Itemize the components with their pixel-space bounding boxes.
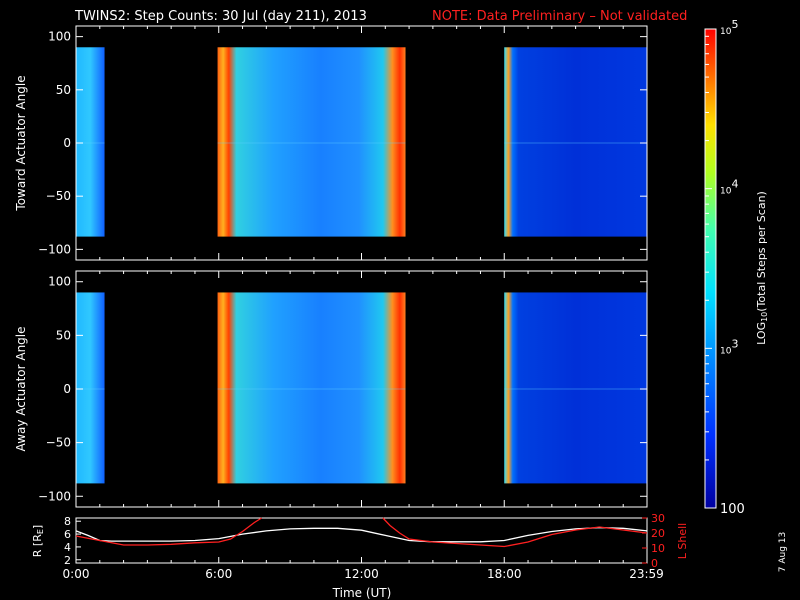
ytick-label-right: 0 [651,557,658,570]
colorbar-ticks: 100 103 104 105 [705,18,745,517]
ytick-label: −50 [46,436,71,450]
xtick-label: 18:00 [487,567,522,581]
lshell-line-a [75,517,262,546]
ytick-label: 100 [48,30,71,44]
lshell-line-b [382,517,648,548]
colorbar-tick-label: 100 [720,502,745,517]
xtick-label: 6:00 [205,567,232,581]
ytick-label-right: 30 [651,512,665,525]
colorbar-tick-label: 105 [720,18,738,37]
heatmap-segment-1 [76,292,105,484]
orbit-ylabel-left: R [RE] [31,525,45,557]
panel-toward-ylabel: Toward Actuator Angle [14,75,28,211]
panel-away-yticks: 100 50 0 −50 −100 [38,271,648,507]
ytick-label: 0 [63,382,71,396]
panel-orbit-lines [75,517,648,548]
ytick-label-left: 4 [64,541,71,554]
ytick-label: 0 [63,136,71,150]
ytick-label-left: 8 [64,515,71,528]
panel-orbit-xticks: 0:00 6:00 12:00 18:00 23:59 [63,557,664,581]
chart-title: TWINS2: Step Counts: 30 Jul (day 211), 2… [74,9,367,24]
date-stamp: 7 Aug 13 [778,532,788,572]
colorbar-tick-label: 104 [720,178,738,197]
ytick-label: 100 [48,275,71,289]
panel-away-data [76,292,647,484]
panel-toward-data [76,47,647,237]
chart-note: NOTE: Data Preliminary – Not validated [432,9,687,24]
r-line [75,526,648,543]
colorbar: 100 103 104 105 LOG10(Total Steps per Scan) [704,18,769,517]
colorbar-label: LOG10(Total Steps per Scan) [755,191,769,345]
ytick-label-right: 20 [651,527,665,540]
ytick-label: 50 [56,83,71,97]
orbit-xlabel: Time (UT) [332,586,392,600]
colorbar-gradient [704,28,717,509]
panel-toward: 100 50 0 −50 −100 Toward Actuator Angle [14,25,648,261]
heatmap-segment-2 [217,47,406,237]
panel-away-ylabel: Away Actuator Angle [14,326,28,451]
panel-away: 100 50 0 −50 −100 Away Actuator Angle [14,270,648,508]
ytick-label: −50 [46,189,71,203]
heatmap-segment-1 [76,47,105,237]
heatmap-segment-2 [217,292,406,484]
colorbar-tick-label: 103 [720,337,738,356]
xtick-label: 12:00 [344,567,379,581]
ytick-label-right: 10 [651,542,665,555]
ytick-label: 50 [56,328,71,342]
ytick-label: −100 [38,242,71,256]
xtick-label: 0:00 [63,567,90,581]
orbit-ylabel-right: L Shell [676,523,689,559]
xtick-label: 23:59 [629,567,664,581]
panel-orbit-yticks-right: 30 20 10 0 [642,512,665,570]
ytick-label-left: 6 [64,528,71,541]
ytick-label-left: 2 [64,554,71,567]
heatmap-segment-3 [504,292,647,484]
heatmap-segment-3 [504,47,647,237]
panel-toward-yticks: 100 50 0 −50 −100 [38,26,648,260]
ytick-label: −100 [38,489,71,503]
